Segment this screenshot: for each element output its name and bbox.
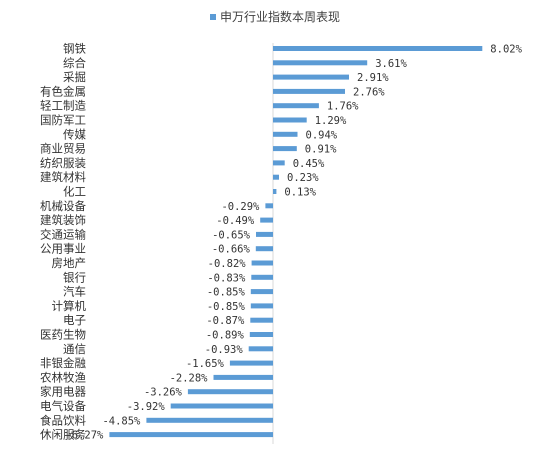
category-label: 汽车	[63, 285, 86, 299]
category-label: 计算机	[52, 299, 87, 313]
category-label: 机械设备	[40, 199, 86, 213]
bar	[256, 231, 273, 237]
category-label: 综合	[63, 56, 86, 70]
bar	[109, 432, 274, 438]
category-label: 电气设备	[40, 399, 86, 413]
category-label: 采掘	[63, 70, 86, 84]
bar	[146, 417, 273, 423]
category-label: 家用电器	[40, 385, 86, 399]
value-label: -0.85%	[207, 301, 246, 313]
value-label: -0.82%	[208, 258, 247, 270]
value-label: 0.13%	[284, 187, 316, 199]
bar	[265, 203, 273, 209]
category-label: 公用事业	[40, 242, 86, 256]
category-label: 电子	[63, 313, 86, 327]
category-label: 建筑材料	[40, 170, 86, 184]
bar	[260, 217, 273, 223]
bar	[273, 103, 319, 109]
bars-group	[109, 46, 483, 438]
bar	[255, 246, 273, 252]
category-label: 建筑装饰	[40, 213, 86, 227]
bar	[213, 374, 273, 380]
category-label: 银行	[63, 270, 86, 284]
value-label: -6.27%	[65, 430, 104, 442]
category-label: 商业贸易	[40, 142, 86, 156]
bar	[273, 60, 368, 66]
bar	[250, 317, 273, 323]
bar	[248, 346, 273, 352]
value-label: -4.85%	[102, 415, 141, 427]
bar	[187, 389, 273, 395]
value-label: -0.49%	[216, 215, 255, 227]
value-label: -0.29%	[221, 201, 260, 213]
legend-swatch	[210, 14, 216, 20]
value-label: 1.76%	[327, 101, 359, 113]
bar	[251, 260, 273, 266]
value-label: 0.94%	[306, 129, 338, 141]
bar	[249, 332, 273, 337]
value-label: -0.93%	[205, 344, 244, 356]
category-labels-group: 钢铁综合采掘有色金属轻工制造国防军工传媒商业贸易纺织服装建筑材料化工机械设备建筑…	[40, 42, 86, 442]
value-label: -2.28%	[170, 372, 209, 384]
bar	[273, 88, 345, 94]
value-label: 0.45%	[293, 158, 325, 170]
category-label: 非银金融	[40, 356, 86, 370]
bar	[273, 174, 279, 180]
bar	[251, 274, 273, 280]
bar	[273, 131, 298, 137]
category-label: 通信	[63, 342, 86, 356]
bar	[229, 360, 273, 366]
category-label: 传媒	[63, 127, 86, 141]
value-label: 2.91%	[357, 72, 389, 84]
value-label: -0.87%	[206, 315, 245, 327]
category-label: 纺织服装	[40, 156, 86, 170]
value-label: 2.76%	[353, 86, 385, 98]
bar	[170, 403, 273, 409]
bar	[273, 189, 277, 194]
value-label: 1.29%	[315, 115, 347, 127]
value-labels-group: 8.02% 3.61% 2.91% 2.76% 1.76% 1.29% 0.94% 0.91%…	[65, 44, 522, 442]
category-label: 钢铁	[63, 42, 86, 56]
legend-label: 申万行业指数本周表现	[220, 9, 340, 24]
value-label: -0.83%	[207, 272, 246, 284]
value-label: -0.66%	[212, 244, 251, 256]
category-label: 轻工制造	[40, 99, 86, 113]
bar	[273, 46, 483, 51]
value-label: 0.91%	[305, 144, 337, 156]
value-label: -0.89%	[206, 330, 245, 342]
value-label: -0.85%	[207, 287, 246, 299]
value-label: -0.65%	[212, 229, 251, 241]
bar	[250, 289, 273, 295]
bar	[273, 160, 285, 166]
value-label: -1.65%	[186, 358, 225, 370]
category-label: 有色金属	[40, 84, 86, 98]
category-label: 化工	[63, 185, 86, 199]
value-label: 8.02%	[490, 44, 522, 56]
category-label: 农林牧渔	[40, 370, 86, 384]
bar	[273, 146, 297, 152]
value-label: -3.92%	[127, 401, 166, 413]
category-label: 医药生物	[40, 328, 86, 342]
value-label: -3.26%	[144, 387, 183, 399]
category-label: 房地产	[52, 256, 87, 270]
value-label: 3.61%	[375, 58, 407, 70]
legend: 申万行业指数本周表现	[210, 9, 340, 24]
bar	[250, 303, 273, 309]
value-label: 0.23%	[287, 172, 319, 184]
category-label: 国防军工	[40, 113, 86, 127]
category-label: 交通运输	[40, 227, 86, 241]
bar	[273, 117, 307, 123]
bar	[273, 74, 349, 80]
category-label: 休闲服务	[40, 428, 86, 442]
category-label: 食品饮料	[40, 413, 86, 427]
